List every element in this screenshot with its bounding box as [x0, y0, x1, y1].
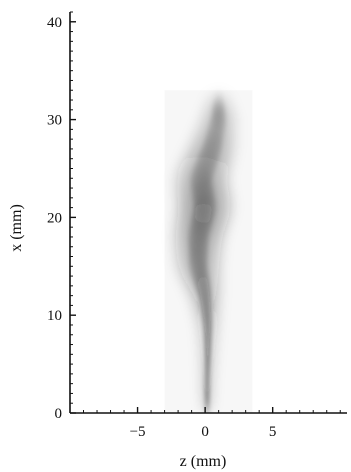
y-axis-ticks: 0 10 20 30 40 [47, 11, 76, 422]
y-tick-label: 40 [47, 15, 62, 31]
y-tick-label: 20 [47, 210, 62, 226]
plume-cloud [207, 92, 230, 109]
x-tick-label: −5 [130, 424, 146, 440]
y-tick-label: 30 [47, 113, 62, 129]
x-axis-ticks: −5 0 5 [69, 407, 341, 440]
plume-core [208, 115, 226, 139]
plume-image [172, 91, 234, 413]
y-tick-label: 10 [47, 308, 62, 324]
x-axis-label: z (mm) [180, 453, 227, 470]
y-axis-label: x (mm) [8, 204, 25, 252]
x-tick-label: 0 [201, 424, 209, 440]
y-tick-label: 0 [55, 406, 63, 422]
x-tick-label: 5 [269, 424, 277, 440]
plume-core [213, 91, 223, 114]
